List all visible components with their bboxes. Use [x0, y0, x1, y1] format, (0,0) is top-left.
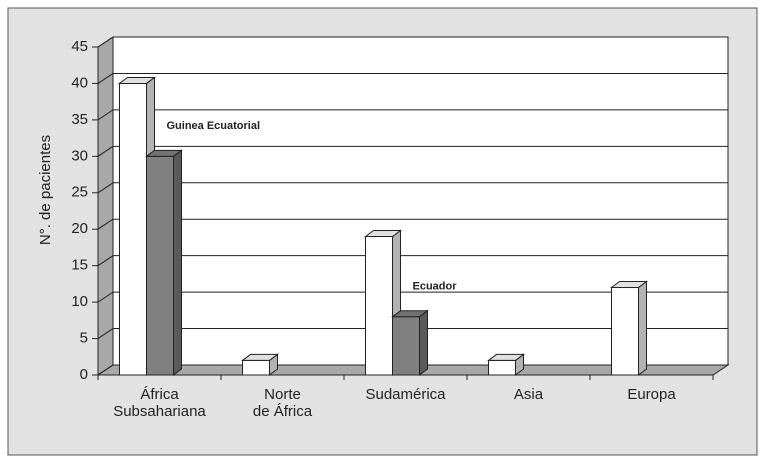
grid-line-wall	[97, 218, 114, 230]
bar	[242, 359, 270, 376]
y-axis-label: N°. de pacientes	[37, 135, 54, 245]
grid-line-wall	[97, 328, 114, 339]
annotation: Ecuador	[413, 281, 458, 293]
x-tick-label: Asia	[514, 386, 544, 403]
y-tick-label: 30	[71, 147, 88, 164]
y-tick-label: 15	[71, 257, 88, 274]
bar-top	[391, 310, 429, 318]
bar	[611, 287, 639, 376]
bar-side	[638, 280, 647, 376]
y-tick-label: 0	[80, 366, 88, 383]
y-tick-label: 10	[71, 293, 88, 310]
bar	[119, 82, 147, 376]
grid-line-wall	[97, 182, 114, 194]
x-tick-label: África Subsahariana	[113, 386, 206, 420]
grid-line-wall	[97, 364, 114, 376]
bar	[488, 359, 516, 376]
bar-side	[173, 149, 182, 376]
bar	[392, 316, 420, 376]
bar-side	[419, 309, 428, 376]
bar	[146, 155, 174, 376]
y-tick-label: 20	[71, 220, 88, 237]
bar-top	[241, 353, 279, 361]
bar-top	[610, 281, 648, 289]
bar-top	[364, 230, 402, 238]
y-tick-label: 5	[80, 330, 88, 347]
bar-top	[118, 76, 156, 84]
y-tick-label: 35	[71, 111, 88, 128]
left-wall	[97, 36, 114, 376]
grid-line-wall	[97, 73, 114, 84]
grid-line-wall	[97, 109, 114, 121]
y-tick-label: 25	[71, 184, 88, 201]
plot: 0 5 10 15 20 25 30 35 40 45 África Subsahariana Guin…	[71, 36, 728, 420]
x-tick-label: Norte de África	[253, 386, 313, 420]
x-tick-label: Sudamérica	[365, 386, 446, 403]
annotation: Guinea Ecuatorial	[167, 120, 261, 132]
bar	[365, 236, 393, 376]
bar-top	[145, 149, 183, 157]
y-tick-label: 40	[71, 74, 88, 91]
grid-line-wall	[97, 36, 114, 48]
y-tick-label: 45	[71, 38, 88, 55]
grid-line-wall	[97, 255, 114, 267]
grid-line-wall	[97, 291, 114, 303]
bar-top	[487, 353, 525, 361]
grid-line-wall	[97, 145, 114, 157]
x-tick-label: Europa	[627, 386, 676, 403]
